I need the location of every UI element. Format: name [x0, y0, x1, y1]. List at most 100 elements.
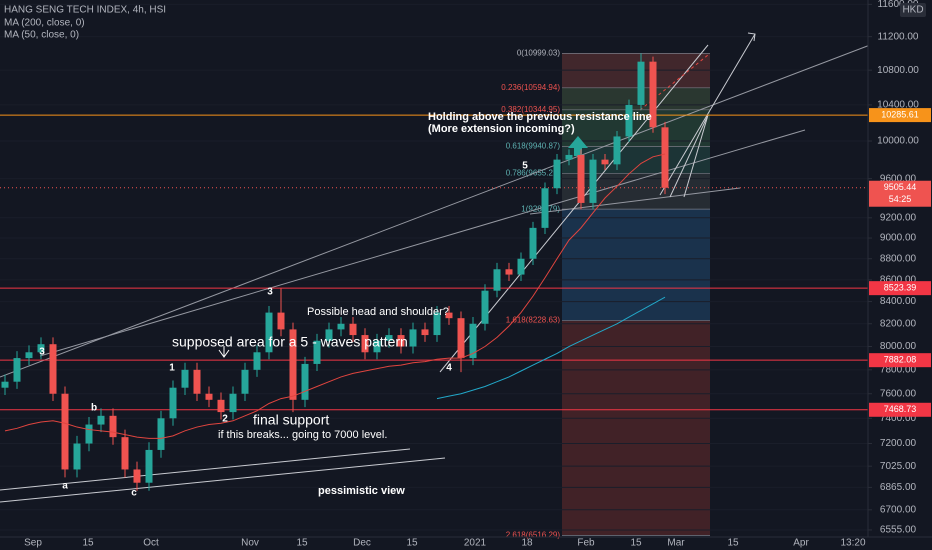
candle-body: [349, 323, 357, 336]
x-tick-label: 18: [521, 538, 533, 549]
candle-body: [217, 399, 225, 413]
annotation: if this breaks... going to 7000 level.: [218, 429, 387, 441]
candle-body: [613, 136, 621, 165]
x-axis: Sep 15 Oct Nov 15 Dec 15 2021 18 Feb 15 Mar 15 Apr 13:…: [24, 538, 866, 549]
fib-label: 0(10999.03): [517, 48, 560, 57]
candle-body: [649, 61, 657, 128]
candle-body: [25, 352, 33, 359]
annotation: Holding above the previous resistance li…: [428, 111, 652, 123]
y-tick-label: 6555.00: [880, 525, 917, 536]
y-tick-label: 9000.00: [880, 233, 917, 244]
candle-body: [445, 312, 453, 319]
candle-body: [661, 127, 669, 188]
candle-body: [361, 335, 369, 353]
ma-line: [4, 153, 666, 439]
y-tick-label: 7200.00: [880, 438, 917, 449]
fib-label: 0.618(9940.87): [506, 142, 561, 151]
y-tick-label: 11200.00: [878, 31, 919, 42]
candle-body: [181, 369, 189, 388]
y-tick-label: 8600.00: [880, 275, 917, 286]
price-label-box: [869, 402, 931, 417]
candle-body: [421, 329, 429, 336]
y-tick-label: 9600.00: [880, 173, 917, 184]
wave-label: 1: [169, 363, 175, 374]
candle-body: [541, 188, 549, 228]
fib-tool: 0(10999.03) 0.236(10594.94) 0.382(10344.95…: [501, 48, 710, 540]
candle-body: [37, 344, 45, 353]
candle-body: [457, 318, 465, 359]
wave-label: 3: [39, 347, 45, 358]
grid: [0, 3, 868, 531]
candle-body: [265, 312, 273, 353]
trend-line: [0, 448, 411, 491]
annotation: pessimistic view: [318, 485, 405, 497]
y-tick-label: 7600.00: [880, 388, 917, 399]
candle-body: [49, 344, 57, 394]
wave-labels: 3 a b c 1 2 3 4 5: [39, 161, 528, 499]
y-tick-label: 9200.00: [880, 212, 917, 223]
candle-body: [433, 312, 441, 336]
x-tick-label: Nov: [241, 538, 259, 549]
x-tick-label: Apr: [793, 538, 809, 549]
x-tick-label: 15: [406, 538, 418, 549]
x-tick-label: 15: [630, 538, 642, 549]
y-tick-label: 7800.00: [880, 364, 917, 375]
y-tick-label: 8400.00: [880, 296, 917, 307]
price-axis: [868, 0, 932, 550]
candle-body: [301, 363, 309, 400]
price-label: 10285.61: [881, 109, 919, 119]
price-label: 7882.08: [884, 355, 917, 365]
x-tick-label: 13:20: [840, 538, 865, 549]
x-tick-label: Oct: [143, 538, 159, 549]
legend: HANG SENG TECH INDEX, 4h, HSI MA (200, c…: [4, 5, 166, 41]
legend-entry: MA (200, close, 0): [4, 18, 85, 29]
fib-band: [562, 209, 710, 321]
candle-body: [493, 269, 501, 291]
ma-line: [436, 296, 666, 400]
x-tick-label: Feb: [577, 538, 595, 549]
candle-body: [205, 393, 213, 400]
levels: [0, 114, 868, 411]
trend-line: [39, 129, 806, 357]
up-arrow-icon: [568, 136, 588, 156]
candle-body: [517, 258, 525, 275]
candle-body: [289, 329, 297, 400]
x-tick-label: 15: [727, 538, 739, 549]
fib-label: 2.618(6516.29): [506, 531, 561, 540]
y-axis: 11600.00 11200.00 10800.00 10400.00 10000.00…: [868, 0, 931, 536]
wave-label: 4: [446, 363, 452, 374]
x-tick-label: Dec: [353, 538, 371, 549]
wave-label: 5: [522, 161, 528, 172]
candle-body: [505, 269, 513, 275]
x-tick-label: Sep: [24, 538, 42, 549]
candle-body: [397, 335, 405, 347]
candle-body: [469, 323, 477, 359]
annotations: Holding above the previous resistance li…: [172, 111, 652, 497]
candle-body: [325, 329, 333, 341]
fib-band: [562, 87, 710, 110]
candle-body: [481, 290, 489, 324]
price-label-box: [869, 108, 931, 123]
fib-label: 0.382(10344.95): [501, 105, 560, 114]
candle-body: [565, 154, 573, 160]
arrow-line: [659, 33, 756, 196]
candle-body: [337, 323, 345, 330]
candle-body: [13, 358, 21, 382]
currency-box: [900, 3, 926, 17]
arrow-head: [747, 32, 756, 42]
y-tick-label: 6700.00: [880, 504, 917, 515]
candle-body: [121, 437, 129, 470]
candle-body: [193, 369, 201, 394]
annotation: supposed area for a 5 - waves pattern: [172, 334, 408, 350]
fib-band: [562, 146, 710, 174]
y-tick-label: 10000.00: [877, 136, 919, 147]
wave-label: c: [131, 488, 137, 499]
candle-body: [85, 424, 93, 444]
trend-line: [529, 187, 741, 215]
candle-body: [169, 387, 177, 419]
y-tick-label: 8000.00: [880, 341, 917, 352]
candle-body: [277, 312, 285, 330]
candle-body: [229, 393, 237, 413]
price-label: 7468.73: [884, 404, 917, 414]
